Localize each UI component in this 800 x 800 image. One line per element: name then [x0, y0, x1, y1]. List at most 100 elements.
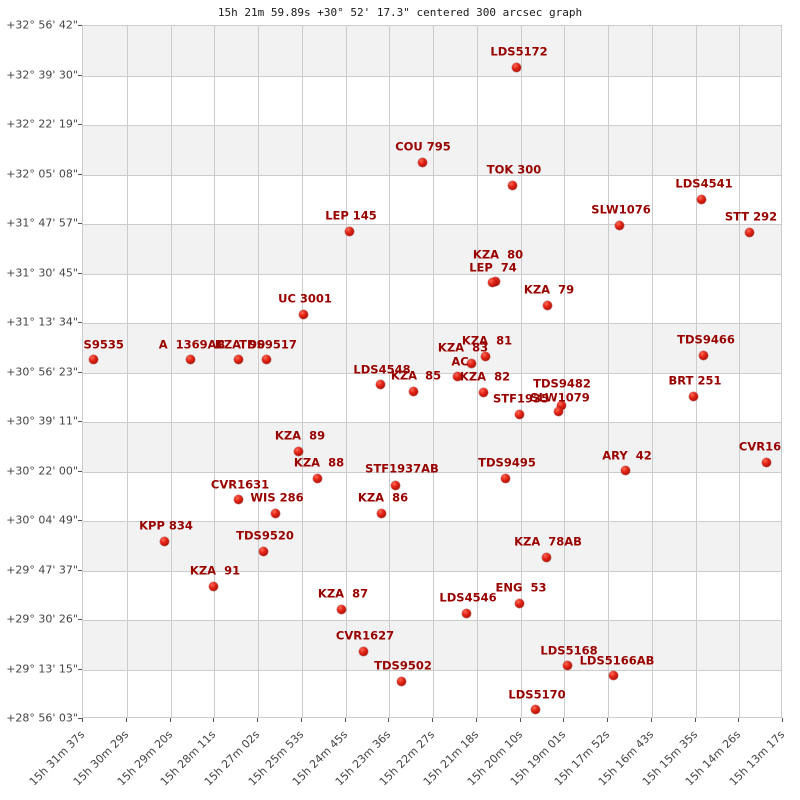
star-label: LDS4548: [353, 362, 411, 377]
star-marker[interactable]: [258, 546, 268, 556]
star-marker[interactable]: [270, 508, 280, 518]
star-marker[interactable]: [761, 457, 771, 467]
star-label: BRT 251: [668, 373, 722, 388]
star-marker[interactable]: [507, 180, 517, 190]
shaded-band: [83, 620, 781, 670]
star-marker[interactable]: [500, 473, 510, 483]
chart-title: 15h 21m 59.89s +30° 52' 17.3" centered 3…: [217, 6, 583, 19]
star-marker[interactable]: [556, 400, 566, 410]
star-marker[interactable]: [487, 277, 497, 287]
star-marker[interactable]: [293, 446, 303, 456]
x-axis-tick-mark: [650, 718, 652, 722]
star-marker[interactable]: [688, 391, 698, 401]
y-axis-tick-mark: [78, 520, 82, 521]
horizontal-gridline: [83, 422, 781, 423]
star-marker[interactable]: [620, 465, 630, 475]
star-label: LDS4546: [439, 590, 497, 605]
star-label: KZA 85: [390, 368, 442, 383]
x-axis-tick-mark: [563, 718, 565, 722]
y-axis-tick-label: +31° 30' 45": [6, 266, 78, 279]
y-axis-tick-label: +30° 39' 11": [6, 414, 78, 428]
x-axis-tick-mark: [694, 718, 696, 722]
star-marker[interactable]: [408, 386, 418, 396]
star-marker[interactable]: [261, 354, 271, 364]
star-label: ARY 42: [602, 448, 652, 463]
star-marker[interactable]: [233, 354, 243, 364]
star-marker[interactable]: [553, 406, 563, 416]
star-marker[interactable]: [344, 226, 354, 236]
y-axis-tick-label: +29° 30' 26": [6, 612, 78, 626]
star-marker[interactable]: [375, 379, 385, 389]
star-marker[interactable]: [233, 494, 243, 504]
star-marker[interactable]: [480, 351, 490, 361]
vertical-gridline: [564, 26, 566, 717]
star-label: CVR1627: [335, 628, 395, 643]
star-marker[interactable]: [376, 508, 386, 518]
y-axis-tick-mark: [78, 421, 82, 422]
star-marker[interactable]: [312, 473, 322, 483]
horizontal-gridline: [83, 570, 781, 572]
y-axis-tick-label: +30° 22' 00": [6, 464, 78, 477]
star-marker[interactable]: [390, 480, 400, 490]
star-label: KZA 86: [357, 490, 409, 505]
star-marker[interactable]: [159, 536, 169, 546]
star-label: STT 292: [724, 209, 778, 224]
star-marker[interactable]: [530, 704, 540, 714]
y-axis-tick-mark: [78, 619, 82, 620]
star-marker[interactable]: [542, 300, 552, 310]
star-marker[interactable]: [541, 552, 551, 562]
star-marker[interactable]: [466, 358, 476, 368]
star-marker[interactable]: [452, 371, 462, 381]
star-marker[interactable]: [562, 660, 572, 670]
star-label: UC 3001: [278, 291, 332, 306]
star-marker[interactable]: [698, 350, 708, 360]
star-label: TDS9466: [677, 332, 735, 347]
star-marker[interactable]: [511, 62, 521, 72]
y-axis-tick-mark: [78, 124, 82, 125]
y-axis-tick-mark: [78, 668, 82, 670]
vertical-gridline: [476, 26, 478, 717]
star-label: CVR1631: [210, 477, 270, 492]
x-axis-tick-mark: [607, 718, 608, 722]
star-label: LDS5170: [508, 687, 566, 702]
star-marker[interactable]: [298, 309, 308, 319]
x-axis-tick-mark: [519, 718, 521, 722]
y-axis-tick-mark: [78, 223, 82, 224]
star-marker[interactable]: [417, 157, 427, 167]
star-label: TDS9495: [478, 455, 536, 470]
star-marker[interactable]: [478, 387, 488, 397]
star-marker[interactable]: [396, 676, 406, 686]
star-marker[interactable]: [208, 581, 218, 591]
star-marker[interactable]: [88, 354, 98, 364]
horizontal-gridline: [83, 620, 781, 621]
star-marker[interactable]: [336, 604, 346, 614]
star-marker[interactable]: [514, 409, 524, 419]
x-axis-tick-mark: [257, 718, 258, 722]
star-marker[interactable]: [461, 608, 471, 618]
star-marker[interactable]: [614, 220, 624, 230]
y-axis-tick-label: +29° 47' 37": [6, 563, 78, 576]
y-axis-tick-mark: [78, 173, 82, 175]
y-axis-tick-label: +28° 56' 03": [6, 711, 78, 725]
x-axis-tick-mark: [475, 718, 477, 722]
star-label: TDS9520: [236, 528, 294, 543]
star-marker[interactable]: [185, 354, 195, 364]
vertical-gridline: [651, 26, 653, 717]
shaded-band: [83, 521, 781, 571]
vertical-gridline: [258, 26, 259, 717]
star-label: AC: [451, 354, 469, 369]
star-marker[interactable]: [514, 598, 524, 608]
star-marker[interactable]: [358, 646, 368, 656]
star-marker[interactable]: [696, 194, 706, 204]
star-label: CVR1622: [738, 439, 782, 454]
horizontal-gridline: [83, 273, 781, 275]
star-label: LDS5172: [490, 44, 548, 59]
star-marker[interactable]: [608, 670, 618, 680]
horizontal-gridline: [83, 471, 781, 473]
horizontal-gridline: [83, 174, 781, 176]
star-label: KZA 89: [274, 428, 326, 443]
star-label: KZA 91: [189, 563, 241, 578]
star-marker[interactable]: [744, 227, 754, 237]
plot-area[interactable]: LDS5172 COU 795 TOK 300 LDS4541 SLW1076 STT 2…: [82, 25, 782, 718]
